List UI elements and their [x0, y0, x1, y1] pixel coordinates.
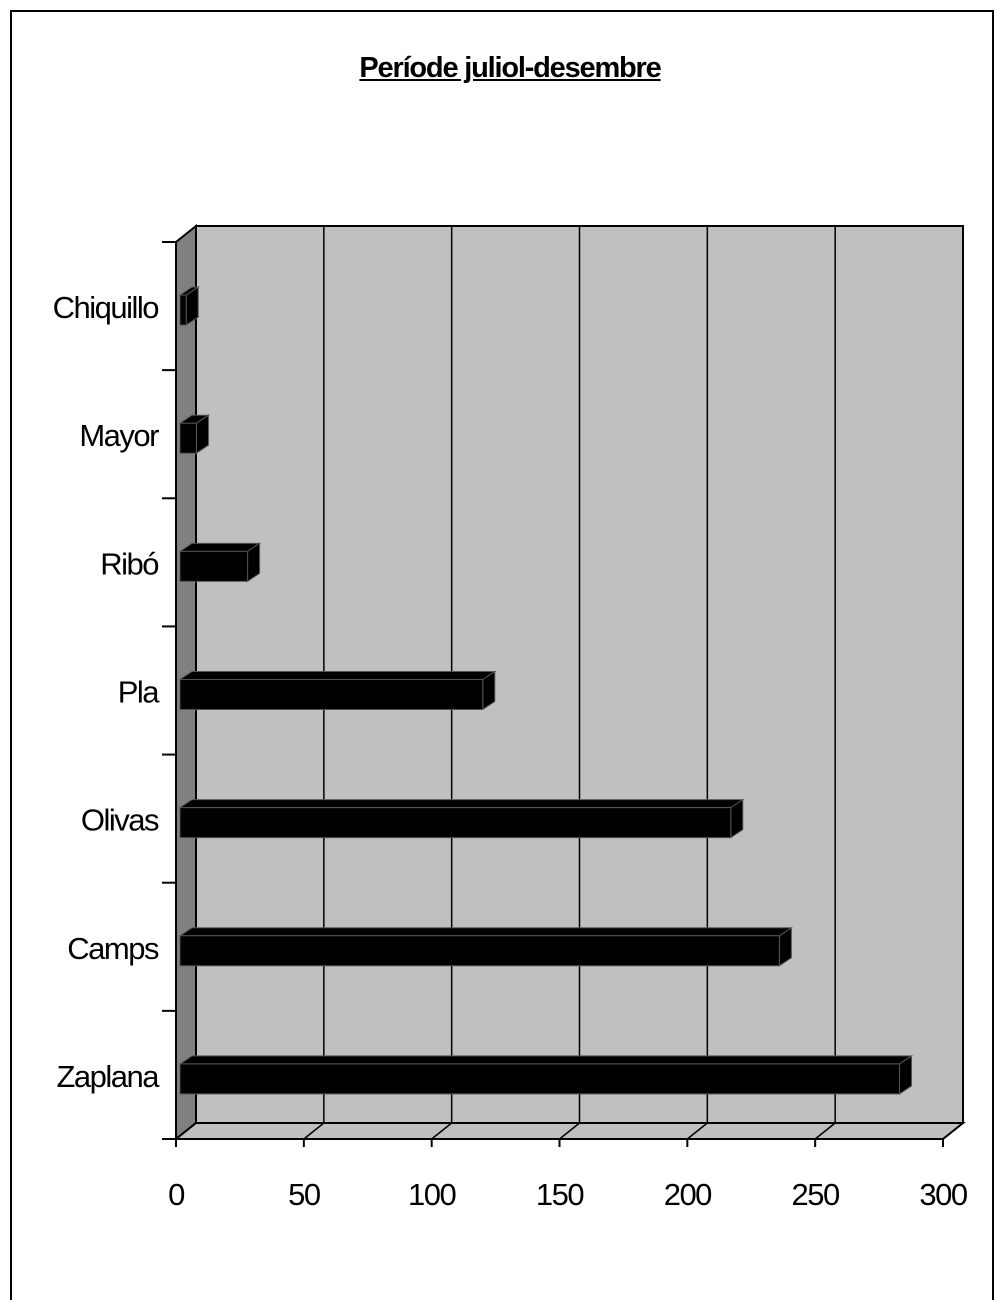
x-tick-label-300: 300 — [919, 1177, 967, 1212]
x-tick-label-50: 50 — [288, 1177, 321, 1212]
category-labels: Zaplana Camps Olivas Pla Ribó Mayor Chiquillo — [53, 290, 162, 1094]
category-label-mayor: Mayor — [79, 418, 159, 453]
bar-top-camps — [178, 927, 794, 937]
floor-line-100 — [431, 1122, 453, 1140]
floor-line-50 — [303, 1122, 325, 1140]
x-tick-label-0: 0 — [168, 1177, 185, 1212]
category-label-pla: Pla — [118, 675, 161, 710]
category-label-chiquillo: Chiquillo — [53, 290, 159, 325]
bar-top-olivas — [178, 799, 745, 809]
bar-front-camps — [179, 935, 780, 967]
bar-top-pla — [178, 671, 497, 680]
floor-line-300 — [942, 1122, 964, 1140]
x-tick-label-150: 150 — [536, 1177, 584, 1212]
axis-lines — [162, 241, 944, 1147]
category-label-ribó: Ribó — [100, 546, 158, 581]
category-label-zaplana: Zaplana — [56, 1059, 160, 1094]
floor-line-150 — [559, 1122, 580, 1140]
bar-top-zaplana — [178, 1055, 914, 1065]
bar-front-chiquillo — [179, 294, 187, 326]
chart-title: Període juliol-desembre — [359, 52, 661, 84]
bar-front-olivas — [179, 807, 732, 839]
bar-pla — [178, 670, 497, 711]
category-label-camps: Camps — [67, 931, 159, 966]
bar-chiquillo — [178, 286, 200, 327]
bar-front-ribó — [179, 550, 249, 582]
bars — [178, 286, 914, 1095]
bar-camps — [178, 926, 794, 967]
x-tick-label-250: 250 — [792, 1177, 840, 1212]
bar-mayor — [178, 414, 211, 455]
category-label-olivas: Olivas — [81, 803, 159, 838]
x-tick-label-100: 100 — [408, 1177, 456, 1212]
bar-ribó — [178, 542, 262, 583]
bar-front-pla — [179, 679, 484, 710]
tick-labels: 0 50 100 150 200 250 300 — [168, 1177, 969, 1212]
floor-line-0 — [175, 1122, 197, 1140]
x-tick-label-200: 200 — [664, 1177, 712, 1212]
bar-olivas — [178, 798, 745, 839]
floor-line-200 — [686, 1122, 708, 1140]
bar-front-zaplana — [179, 1063, 901, 1095]
bar-zaplana — [178, 1054, 914, 1095]
floor-line-250 — [814, 1122, 836, 1140]
bar-front-mayor — [179, 422, 197, 454]
bar-top-ribó — [178, 542, 262, 552]
